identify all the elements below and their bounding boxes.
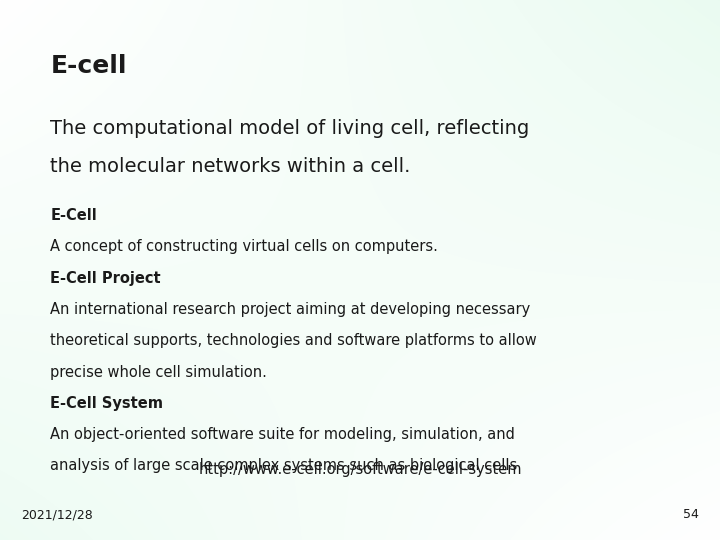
Text: An object-oriented software suite for modeling, simulation, and: An object-oriented software suite for mo…	[50, 427, 516, 442]
Text: theoretical supports, technologies and software platforms to allow: theoretical supports, technologies and s…	[50, 333, 537, 348]
Text: analysis of large scale complex systems such as biological cells: analysis of large scale complex systems …	[50, 458, 518, 474]
Text: A concept of constructing virtual cells on computers.: A concept of constructing virtual cells …	[50, 239, 438, 254]
Text: E-Cell System: E-Cell System	[50, 396, 163, 411]
Text: the molecular networks within a cell.: the molecular networks within a cell.	[50, 157, 411, 176]
Text: http://www.e-cell.org/software/e-cell-system: http://www.e-cell.org/software/e-cell-sy…	[198, 462, 522, 477]
Text: E-Cell Project: E-Cell Project	[50, 271, 161, 286]
Text: E-Cell: E-Cell	[50, 208, 97, 223]
Text: 2021/12/28: 2021/12/28	[22, 508, 94, 521]
Text: precise whole cell simulation.: precise whole cell simulation.	[50, 364, 267, 380]
Text: The computational model of living cell, reflecting: The computational model of living cell, …	[50, 119, 530, 138]
Text: 54: 54	[683, 508, 698, 521]
Text: E-cell: E-cell	[50, 54, 127, 78]
Text: An international research project aiming at developing necessary: An international research project aiming…	[50, 302, 531, 317]
